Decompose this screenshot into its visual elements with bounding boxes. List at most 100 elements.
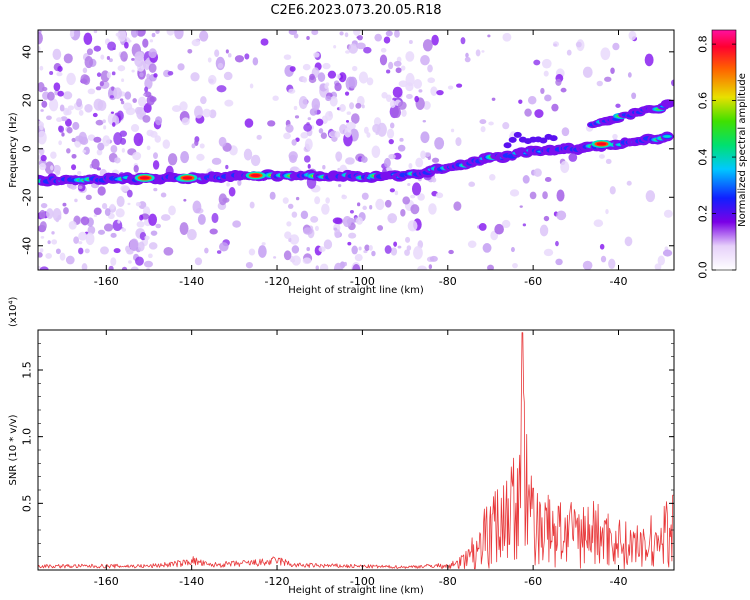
spectrogram-noise-blob xyxy=(60,116,68,122)
spectrogram-noise-blob xyxy=(627,72,632,78)
spectrogram-noise-blob xyxy=(327,70,337,79)
spectrogram-noise-blob xyxy=(78,185,83,190)
spectrogram-noise-blob xyxy=(355,102,362,109)
colorbar-tick-label: 0.2 xyxy=(697,205,710,223)
spectrogram-noise-blob xyxy=(399,137,404,142)
spectrogram-noise-blob xyxy=(92,112,98,118)
spectrogram-noise-blob xyxy=(269,191,276,200)
spectrogram-noise-blob xyxy=(556,210,567,221)
spectrogram-noise-blob xyxy=(291,245,300,254)
spectrogram-noise-blob xyxy=(605,158,612,165)
spectrogram-noise-blob xyxy=(320,132,327,139)
spectrogram-noise-blob xyxy=(111,122,116,127)
spectrogram-noise-blob xyxy=(349,210,354,214)
spectrogram-noise-blob xyxy=(135,201,141,207)
spectrogram-noise-blob xyxy=(324,111,334,121)
spectrogram-noise-blob xyxy=(49,70,54,76)
spectrogram-noise-blob xyxy=(334,82,342,92)
spectrogram-noise-blob xyxy=(183,198,187,202)
spectrogram-noise-blob xyxy=(39,163,47,171)
spectrogram-noise-blob xyxy=(334,131,341,138)
spectrogram-noise-blob xyxy=(107,41,116,51)
spectrogram-noise-blob xyxy=(413,79,423,89)
spectrogram-noise-blob xyxy=(214,49,220,58)
spectrogram-noise-blob xyxy=(455,137,462,147)
spectrogram-noise-blob xyxy=(136,221,145,228)
spectrogram-noise-blob xyxy=(113,248,121,254)
spectrogram-noise-blob xyxy=(518,99,523,104)
spectrogram-noise-blob xyxy=(218,136,227,147)
spectrogram-noise-blob xyxy=(325,197,330,204)
spectrogram-noise-blob xyxy=(99,80,105,87)
spectrogram-noise-blob xyxy=(146,95,155,106)
spectrogram-noise-blob xyxy=(385,30,393,37)
spectrogram-noise-blob xyxy=(487,34,491,38)
spectrogram-noise-blob xyxy=(405,236,411,243)
spectrogram-noise-blob xyxy=(283,54,292,60)
spectrogram-speckle xyxy=(38,30,674,270)
spectrogram-noise-blob xyxy=(114,157,121,164)
spectrogram-noise-blob xyxy=(408,40,413,44)
spectrogram-noise-blob xyxy=(256,134,262,140)
spectrogram-noise-blob xyxy=(46,208,54,220)
spectrogram-noise-blob xyxy=(302,257,312,265)
spectrogram-noise-blob xyxy=(487,264,495,270)
spectrogram-noise-blob xyxy=(386,69,391,74)
spectrogram-noise-blob xyxy=(631,92,637,100)
spectrogram-noise-blob xyxy=(361,104,365,109)
spectrogram-noise-blob xyxy=(612,42,620,51)
spectrogram-noise-blob xyxy=(103,125,107,130)
spectrogram-y-ticks: -40 -20 0 20 40 xyxy=(21,45,674,255)
trace-spread-blob xyxy=(549,135,558,142)
spectrogram-noise-blob xyxy=(420,150,426,160)
spectrogram-noise-blob xyxy=(121,266,128,270)
spectrogram-noise-blob xyxy=(261,242,266,246)
spectrogram-noise-blob xyxy=(430,86,438,96)
spectrogram-noise-blob xyxy=(397,245,402,249)
spectrogram-noise-blob xyxy=(414,95,420,103)
x-tick-label: -100 xyxy=(350,275,375,288)
spectrogram-noise-blob xyxy=(407,182,411,186)
spectrogram-noise-blob xyxy=(315,265,319,270)
spectrogram-noise-blob xyxy=(324,83,329,90)
spectrogram-noise-blob xyxy=(605,208,609,215)
spectrogram-noise-blob xyxy=(80,216,90,226)
spectrogram-noise-blob xyxy=(289,154,297,163)
spectrogram-noise-blob xyxy=(362,205,367,211)
spectrogram-x-label: Height of straight line (km) xyxy=(288,285,424,296)
spectrogram-noise-blob xyxy=(97,142,105,151)
spectrogram-noise-blob xyxy=(207,74,217,85)
spectrogram-noise-blob xyxy=(142,93,146,96)
spectrogram-noise-blob xyxy=(40,236,45,239)
spectrogram-noise-blob xyxy=(422,120,427,123)
spectrogram-noise-blob xyxy=(134,106,143,115)
spectrogram-noise-blob xyxy=(110,232,117,238)
spectrogram-noise-blob xyxy=(82,67,88,74)
spectrogram-noise-blob xyxy=(311,30,319,36)
y-tick-label: 0.5 xyxy=(21,495,34,513)
spectrogram-noise-blob xyxy=(314,196,321,205)
spectrogram-noise-blob xyxy=(491,97,496,101)
spectrogram-noise-blob xyxy=(58,140,63,146)
spectrogram-noise-blob xyxy=(209,109,217,119)
spectrogram-noise-blob xyxy=(300,210,309,220)
spectrogram-noise-blob xyxy=(345,50,350,54)
spectrogram-noise-blob xyxy=(187,229,197,241)
spectrogram-noise-blob xyxy=(125,107,136,116)
spectrogram-noise-blob xyxy=(356,202,361,207)
spectrogram-noise-blob xyxy=(108,58,113,63)
spectrogram-noise-blob xyxy=(428,203,437,215)
spectrogram-noise-blob xyxy=(303,123,313,132)
spectrogram-noise-blob xyxy=(124,41,129,49)
spectrogram-noise-blob xyxy=(192,200,202,214)
spectrogram-noise-blob xyxy=(100,54,105,60)
spectrogram-noise-blob xyxy=(406,245,412,251)
x-tick-label: -40 xyxy=(610,575,628,588)
colorbar-ticks: 0.0 0.2 0.4 0.6 0.8 xyxy=(697,35,736,279)
spectrogram-noise-blob xyxy=(135,256,144,266)
snr-series-line xyxy=(38,332,674,570)
spectrogram-noise-blob xyxy=(136,30,146,37)
snr-panel: -160 -140 -120 -100 -80 -60 -40 0.5 1.0 1.5 Heig… xyxy=(8,296,675,596)
spectrogram-noise-blob xyxy=(352,263,361,270)
spectrogram-noise-blob xyxy=(78,247,84,255)
